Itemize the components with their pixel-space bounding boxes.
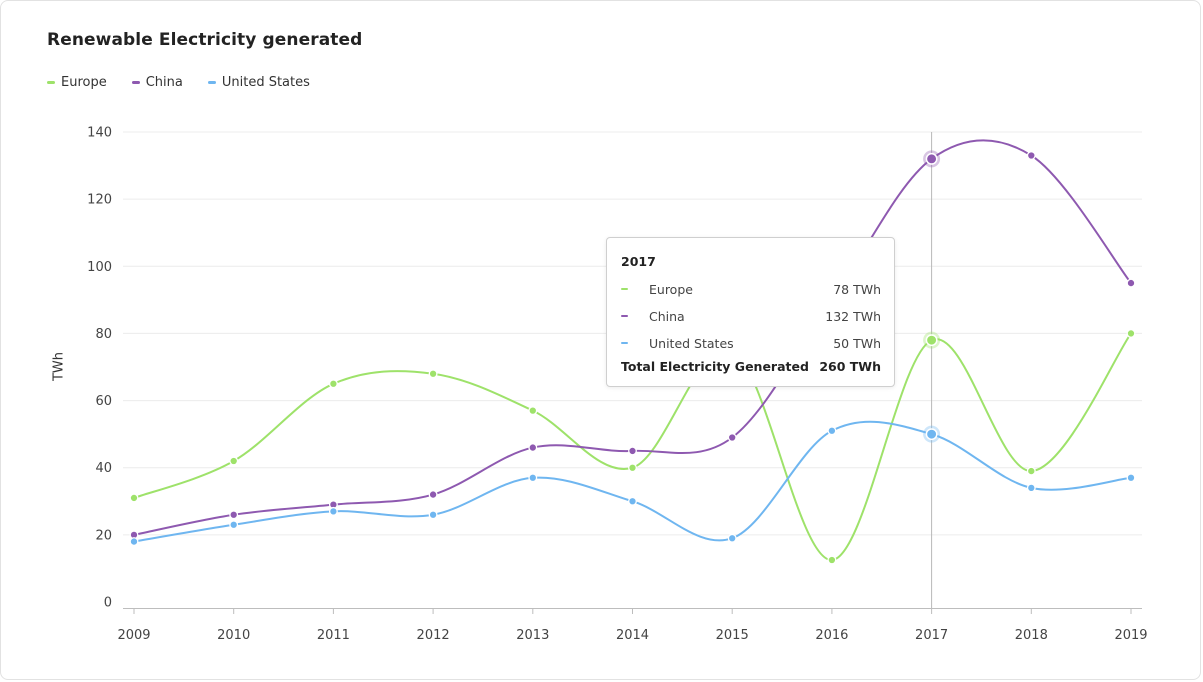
highlight-point-united-states — [925, 428, 938, 441]
tooltip-swatch-europe — [621, 288, 628, 290]
data-point-europe — [1126, 328, 1136, 338]
series-line-china — [133, 139, 1132, 536]
tooltip-total: Total Electricity Generated 260 TWh — [621, 359, 881, 374]
legend-swatch-us — [207, 81, 216, 84]
tooltip-total-label: Total Electricity Generated — [621, 359, 809, 374]
chart-legend: Europe China United States — [47, 75, 335, 90]
tooltip-name-china: China — [649, 308, 685, 324]
data-point-europe — [1026, 466, 1036, 476]
legend-swatch-china — [131, 81, 140, 84]
chart-tooltip: 2017 Europe 78 TWh China 132 TWh United … — [606, 237, 895, 387]
data-point-china — [528, 443, 538, 453]
data-point-europe — [229, 456, 239, 466]
tooltip-value-us: 50 TWh — [833, 335, 881, 351]
y-tick-label: 60 — [95, 394, 112, 409]
data-point-united-states — [328, 506, 338, 516]
tooltip-value-china: 132 TWh — [825, 308, 881, 324]
data-point-china — [428, 490, 438, 500]
tooltip-swatch-china — [621, 315, 628, 317]
data-point-united-states — [428, 510, 438, 520]
data-point-china — [727, 433, 737, 442]
x-tick-label: 2016 — [815, 628, 848, 643]
x-tick-label: 2014 — [616, 628, 649, 643]
y-tick-label: 20 — [95, 528, 112, 543]
highlight-point-china — [925, 152, 938, 165]
data-point-united-states — [1026, 483, 1036, 493]
x-tick-label: 2015 — [716, 628, 749, 643]
y-tick-label: 140 — [87, 126, 112, 141]
x-tick-label: 2011 — [317, 628, 350, 643]
x-tick-label: 2012 — [417, 628, 450, 643]
chart-title: Renewable Electricity generated — [47, 30, 363, 50]
legend-label-us: United States — [221, 75, 310, 90]
x-tick-label: 2019 — [1114, 628, 1147, 643]
y-tick-label: 0 — [104, 596, 112, 611]
y-tick-label: 100 — [87, 260, 112, 275]
series-line-united-states — [133, 420, 1132, 543]
tooltip-total-value: 260 TWh — [819, 359, 881, 374]
y-tick-label: 120 — [87, 193, 112, 208]
y-tick-label: 80 — [95, 327, 112, 342]
x-tick-label: 2010 — [217, 628, 250, 643]
data-point-europe — [827, 555, 837, 565]
data-point-china — [1026, 151, 1036, 160]
data-point-united-states — [827, 426, 837, 436]
data-point-united-states — [528, 473, 538, 483]
data-point-china — [1126, 278, 1136, 288]
x-tick-label: 2009 — [117, 628, 150, 643]
data-point-europe — [129, 493, 139, 503]
data-point-united-states — [727, 533, 737, 543]
legend-label-china: China — [145, 75, 183, 90]
tooltip-row-china: China 132 TWh — [621, 307, 881, 325]
legend-swatch-europe — [47, 81, 55, 84]
y-tick-label: 40 — [95, 461, 112, 476]
x-tick-label: 2013 — [516, 628, 549, 643]
x-tick-label: 2017 — [915, 628, 948, 643]
data-point-united-states — [129, 537, 139, 547]
legend-item-europe[interactable]: Europe — [47, 75, 107, 90]
highlight-point-europe — [925, 334, 938, 347]
x-tick-label: 2018 — [1015, 628, 1048, 643]
data-point-china — [229, 510, 239, 520]
data-point-europe — [528, 406, 538, 416]
axes: 0 20 40 60 80 100 120 140 2009 2010 2011 2012 2013 20… — [87, 126, 1147, 644]
data-point-united-states — [1126, 473, 1136, 483]
data-point-europe — [328, 379, 338, 389]
tooltip-row-europe: Europe 78 TWh — [621, 280, 881, 298]
tooltip-name-us: United States — [649, 335, 734, 351]
tooltip-row-us: United States 50 TWh — [621, 334, 881, 352]
tooltip-name-europe: Europe — [649, 281, 693, 297]
data-point-europe — [428, 369, 438, 379]
data-point-united-states — [229, 520, 239, 530]
data-point-united-states — [628, 496, 637, 506]
legend-item-us[interactable]: United States — [207, 75, 310, 90]
tooltip-swatch-us — [621, 342, 628, 344]
tooltip-year: 2017 — [621, 254, 656, 269]
tooltip-value-europe: 78 TWh — [833, 281, 881, 297]
legend-item-china[interactable]: China — [131, 75, 183, 90]
data-point-europe — [628, 463, 637, 473]
data-point-china — [628, 446, 637, 456]
legend-label-europe: Europe — [61, 75, 107, 90]
